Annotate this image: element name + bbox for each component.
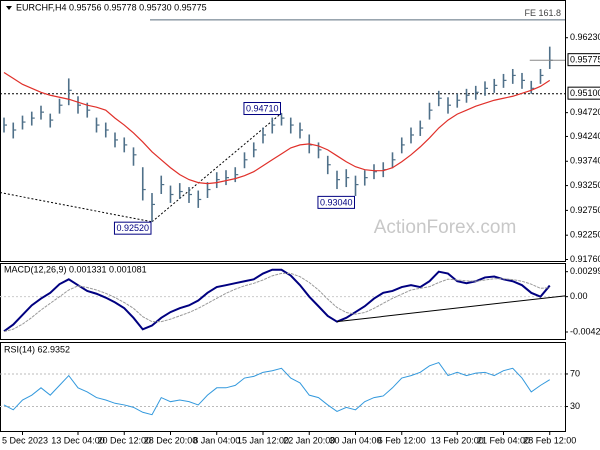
y-tick-label: 0.92250 <box>570 230 600 240</box>
x-tick-label: 28 Dec 20:00 <box>144 435 198 445</box>
label-box <box>567 53 600 67</box>
x-tick-label: 5 Dec 2023 <box>2 435 48 445</box>
label-box <box>567 86 600 100</box>
label-box <box>113 221 152 235</box>
macd-line <box>3 268 551 333</box>
y-tick-label: 0.93740 <box>570 156 600 166</box>
moving-average <box>3 71 551 185</box>
x-tick-label: 13 Dec 04:00 <box>51 435 105 445</box>
y-tick-label: -0.004239 <box>570 326 600 336</box>
x-tick-label: 8 Jan 04:00 <box>193 435 240 445</box>
rsi-title: RSI(14) 62.9352 <box>4 344 70 354</box>
x-tick-label: 13 Feb 20:00 <box>431 435 484 445</box>
annotation-label: 0.94710 <box>246 104 279 114</box>
trendline <box>0 192 153 223</box>
annotation-label: 0.92520 <box>116 223 149 233</box>
level-label: FE 161.8 <box>524 8 561 18</box>
x-tick-label: 22 Jan 20:00 <box>283 435 335 445</box>
rsi-line <box>3 361 551 416</box>
x-tick-label: 15 Jan 12:00 <box>237 435 289 445</box>
y-tick-label: 0.94720 <box>570 107 600 117</box>
macd-title: MACD(12,26,9) 0.001331 0.001081 <box>4 264 147 274</box>
y-tick-label: 0.92750 <box>570 205 600 215</box>
main-title: EURCHF,H4 0.95756 0.95778 0.95730 0.9577… <box>16 2 207 12</box>
title-icon <box>6 6 12 10</box>
y-tick-label: 0.94240 <box>570 131 600 141</box>
macd-panel-frame <box>0 263 566 340</box>
x-tick-label: 28 Feb 12:00 <box>523 435 576 445</box>
y-tick-label: 0.91760 <box>570 254 600 264</box>
last-price-label: 0.95775 <box>570 55 600 65</box>
watermark: ActionForex.com <box>374 217 517 238</box>
panel-frames <box>0 0 566 432</box>
x-tick-label: 20 Dec 12:00 <box>97 435 151 445</box>
label-box <box>317 195 355 209</box>
label-box <box>243 102 281 116</box>
y-tick-label: 70 <box>570 368 580 378</box>
trendline <box>151 112 282 223</box>
y-tick-label: 30 <box>570 401 580 411</box>
signal-line <box>3 272 550 333</box>
rsi-panel-frame <box>0 342 566 432</box>
main-panel-frame <box>0 0 566 262</box>
x-tick-label: 21 Feb 04:00 <box>477 435 530 445</box>
level-label: 0.95100 <box>570 88 600 98</box>
macd-trendline <box>336 295 566 323</box>
annotation-label: 0.93040 <box>320 197 353 207</box>
y-tick-label: 0.96230 <box>570 32 600 42</box>
x-tick-label: 30 Jan 04:00 <box>329 435 381 445</box>
y-tick-label: 0.002999 <box>570 266 600 276</box>
y-tick-label: 0.93250 <box>570 180 600 190</box>
x-tick-label: 6 Feb 12:00 <box>378 435 426 445</box>
y-tick-label: 0.00 <box>570 291 588 301</box>
